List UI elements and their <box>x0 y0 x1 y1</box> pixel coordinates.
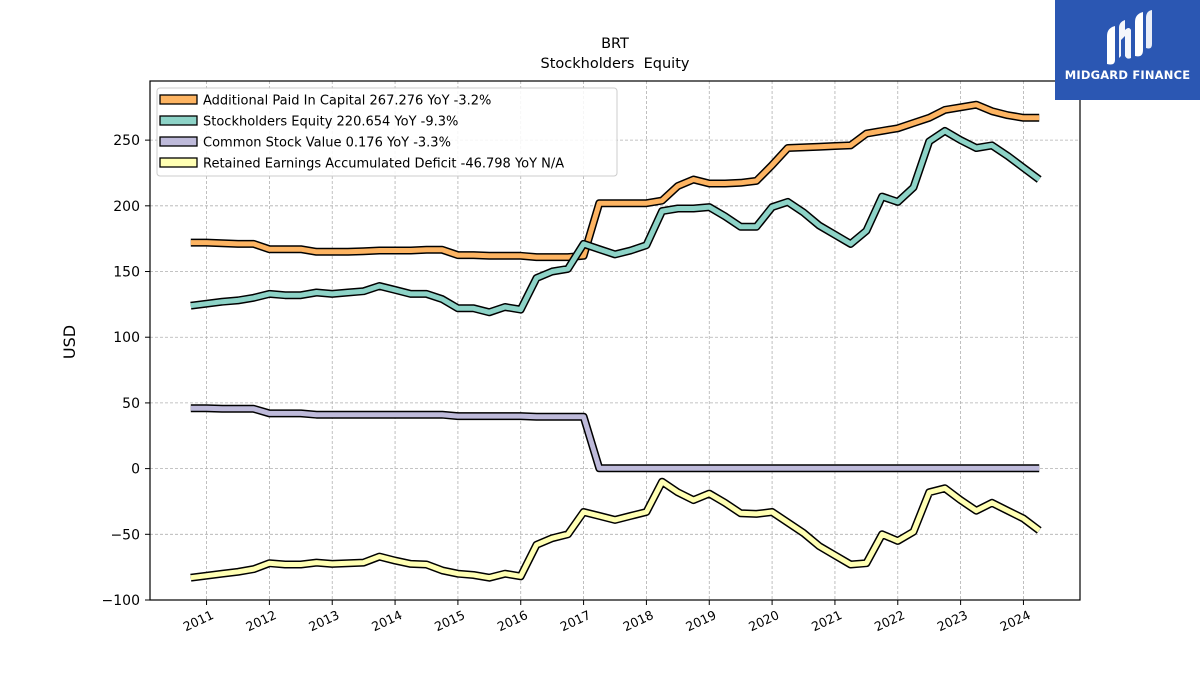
legend-label: Retained Earnings Accumulated Deficit -4… <box>203 157 564 172</box>
legend: Additional Paid In Capital 267.276 YoY -… <box>156 87 618 177</box>
y-axis-label: USD <box>60 325 79 359</box>
x-tick-label: 2021 <box>809 607 844 634</box>
series-line-3 <box>190 479 1041 581</box>
chart-title: BRT <box>601 36 629 52</box>
y-tick-label: 250 <box>113 133 140 149</box>
y-tick-label: 200 <box>113 199 140 215</box>
series-line-0 <box>190 102 1040 260</box>
x-tick-label: 2012 <box>243 607 278 634</box>
legend-label: Additional Paid In Capital 267.276 YoY -… <box>203 94 491 109</box>
x-tick-label: 2018 <box>621 607 656 634</box>
series-outline-2 <box>190 404 1040 473</box>
x-tick-label: 2015 <box>432 607 467 634</box>
x-tick-label: 2014 <box>369 607 404 634</box>
x-tick-label: 2024 <box>998 607 1033 634</box>
x-tick-label: 2023 <box>935 607 970 634</box>
midgard-finance-logo: MIDGARD FINANCE <box>1055 0 1200 100</box>
x-axis: 2011 2012 2013 2014 2015 2016 2017 2018 2019 2020… <box>181 600 1033 634</box>
legend-swatch <box>159 157 198 168</box>
y-tick-label: −100 <box>102 593 140 609</box>
series-line-2 <box>190 405 1040 471</box>
chart-subtitle: Stockholders Equity <box>541 56 690 72</box>
y-axis: −100 −50 0 50 100 150 200 250 <box>102 133 150 609</box>
x-tick-label: 2017 <box>558 607 593 634</box>
x-tick-label: 2016 <box>495 607 530 634</box>
y-tick-label: 100 <box>113 330 140 346</box>
x-tick-label: 2022 <box>872 607 907 634</box>
legend-label: Stockholders Equity 220.654 YoY -9.3% <box>203 115 458 130</box>
x-tick-label: 2013 <box>306 607 341 634</box>
plot-frame <box>149 80 1081 601</box>
y-tick-label: 0 <box>131 462 140 478</box>
y-tick-label: −50 <box>110 527 140 543</box>
y-tick-label: 50 <box>122 396 140 412</box>
y-tick-label: 150 <box>113 265 140 281</box>
legend-swatch <box>159 94 198 105</box>
legend-box <box>156 87 618 177</box>
midgard-logo-icon <box>1107 10 1152 65</box>
legend-swatch <box>159 136 198 147</box>
x-tick-label: 2020 <box>746 607 781 634</box>
legend-swatch <box>159 115 198 126</box>
x-tick-label: 2011 <box>181 607 216 634</box>
x-tick-label: 2019 <box>683 607 718 634</box>
series-line-1 <box>190 128 1041 315</box>
logo-text: MIDGARD FINANCE <box>1064 68 1191 82</box>
legend-label: Common Stock Value 0.176 YoY -3.3% <box>203 136 451 151</box>
series-layer <box>190 100 1042 582</box>
